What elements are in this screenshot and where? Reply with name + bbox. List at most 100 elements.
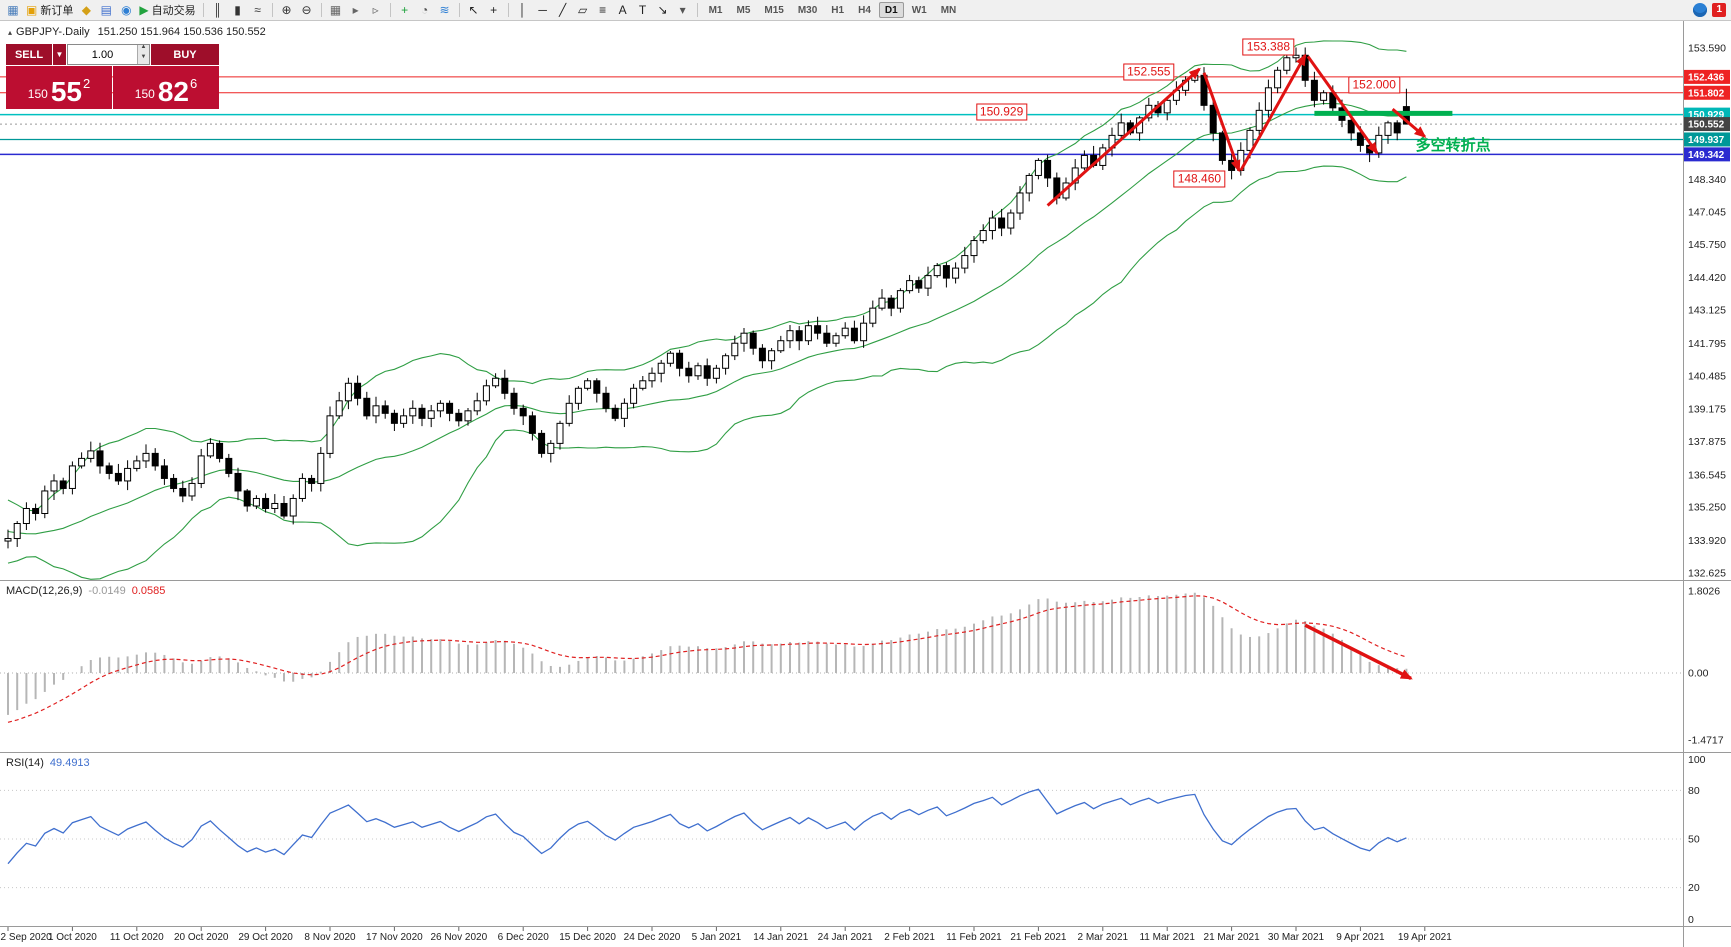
svg-text:152.436: 152.436 — [1688, 72, 1725, 83]
trendline-icon[interactable]: ╱ — [554, 2, 572, 19]
svg-text:20: 20 — [1688, 882, 1700, 894]
svg-text:9 Apr 2021: 9 Apr 2021 — [1336, 932, 1385, 943]
templates-icon[interactable]: ≋ — [436, 2, 454, 19]
arrows-tool-icon[interactable]: ↘ — [654, 2, 672, 19]
svg-text:22 Sep 2020: 22 Sep 2020 — [0, 932, 52, 943]
candlesticks-layer — [4, 47, 1410, 549]
price-callout[interactable]: 153.388 — [1242, 38, 1295, 56]
periods-icon[interactable]: ◔ — [416, 2, 434, 19]
volume-up-icon[interactable]: ▲ — [138, 44, 149, 55]
price-axis: 153.590 148.340 147.045 145.750 144.420 143.1… — [1684, 43, 1730, 579]
periods-icon: ◔ — [420, 3, 429, 17]
svg-text:21 Feb 2021: 21 Feb 2021 — [1010, 932, 1067, 943]
new-chart-icon[interactable]: ▦ — [4, 2, 22, 19]
trend-arrows[interactable] — [1046, 53, 1427, 207]
fibonacci-icon[interactable]: ≡ — [594, 2, 612, 19]
svg-text:132.625: 132.625 — [1688, 567, 1726, 579]
metaeditor-icon: ◆ — [81, 3, 91, 17]
crosshair-icon[interactable]: + — [485, 2, 503, 19]
symbol-name: GBPJPY-.Daily — [16, 26, 90, 38]
svg-text:2 Feb 2021: 2 Feb 2021 — [884, 932, 935, 943]
candlestick-chart-icon[interactable]: ▮ — [229, 2, 247, 19]
svg-text:80: 80 — [1688, 785, 1700, 797]
tile-windows-icon[interactable]: ▦ — [327, 2, 345, 19]
price-tag: 151.802 — [1684, 85, 1730, 100]
community-icon[interactable] — [1693, 3, 1708, 17]
label-icon[interactable]: T — [634, 2, 652, 19]
buy-button[interactable]: BUY — [151, 44, 219, 65]
macd-trend-arrow[interactable] — [1304, 623, 1413, 681]
sell-button[interactable]: SELL — [6, 44, 52, 65]
line-chart-icon[interactable]: ≈ — [249, 2, 267, 19]
one-click-collapse-icon[interactable]: ▴ — [8, 28, 13, 37]
timeframe-button-m1[interactable]: M1 — [708, 4, 723, 16]
svg-text:133.920: 133.920 — [1688, 535, 1726, 547]
arrows-tool-icon: ↘ — [657, 3, 668, 17]
svg-text:139.175: 139.175 — [1688, 403, 1726, 415]
indicators-icon[interactable]: + — [396, 2, 414, 19]
price-tag: 150.552 — [1684, 117, 1730, 132]
timeframe-button-mn[interactable]: MN — [940, 4, 957, 16]
volume-down-icon[interactable]: ▼ — [138, 54, 149, 64]
notification-badge[interactable]: 1 — [1712, 3, 1726, 17]
timeframe-button-h1[interactable]: H1 — [831, 4, 845, 16]
sell-caret-icon[interactable]: ▼ — [53, 44, 66, 65]
market-watch-icon[interactable]: ▤ — [97, 2, 115, 19]
new-order-button[interactable]: ▣ 新订单 — [24, 2, 75, 19]
price-callout[interactable]: 150.929 — [975, 103, 1028, 121]
rsi-label: RSI(14) 49.4913 — [6, 757, 90, 769]
vertical-line-icon[interactable]: │ — [514, 2, 532, 19]
chart-shift-icon: ▹ — [372, 3, 379, 17]
chart-shift-icon[interactable]: ▹ — [367, 2, 385, 19]
annotation-text[interactable]: 多空转折点 — [1415, 136, 1491, 154]
timeframe-button-m15[interactable]: M15 — [764, 4, 784, 16]
volume-input[interactable] — [68, 45, 137, 64]
timeframe-button-m30[interactable]: M30 — [797, 4, 818, 16]
svg-text:136.545: 136.545 — [1688, 469, 1726, 481]
timeframe-button-d1[interactable]: D1 — [878, 2, 904, 18]
svg-text:21 Mar 2021: 21 Mar 2021 — [1204, 932, 1261, 943]
price-tag: 152.436 — [1684, 69, 1730, 84]
price-callout[interactable]: 148.460 — [1173, 170, 1226, 188]
svg-text:14 Jan 2021: 14 Jan 2021 — [753, 932, 808, 943]
svg-text:1.8026: 1.8026 — [1688, 586, 1720, 598]
timeframe-button-m5[interactable]: M5 — [736, 4, 751, 16]
price-tag: 149.342 — [1684, 147, 1730, 162]
toolbar-right-group: 1 — [1693, 3, 1726, 17]
sell-price-button[interactable]: 150 55 2 — [6, 66, 112, 109]
text-icon[interactable]: A — [614, 2, 632, 19]
symbol-ohlc-line: ▴ GBPJPY-.Daily 151.250 151.964 150.536 15… — [8, 26, 266, 38]
svg-text:150.929: 150.929 — [1688, 110, 1725, 121]
arrows-caret-icon[interactable]: ▾ — [674, 2, 692, 19]
strategy-tester-icon[interactable]: ◉ — [117, 2, 135, 19]
macd-main-value: -0.0149 — [88, 585, 126, 597]
timeframe-button-h4[interactable]: H4 — [858, 4, 871, 16]
cursor-icon: ↖ — [468, 3, 479, 17]
svg-text:148.340: 148.340 — [1688, 174, 1726, 186]
svg-text:135.250: 135.250 — [1688, 502, 1726, 514]
cursor-icon[interactable]: ↖ — [465, 2, 483, 19]
auto-trading-button[interactable]: ▶ 自动交易 — [137, 2, 197, 19]
label-icon: T — [638, 3, 647, 17]
svg-text:147.045: 147.045 — [1688, 206, 1726, 218]
auto-scroll-icon[interactable]: ▸ — [347, 2, 365, 19]
volume-spinner: ▲ ▼ — [137, 44, 149, 64]
zoom-in-icon[interactable]: ⊕ — [278, 2, 296, 19]
svg-text:140.485: 140.485 — [1688, 371, 1726, 383]
buy-price-prefix: 150 — [134, 87, 155, 101]
price-callout[interactable]: 152.000 — [1348, 76, 1400, 94]
price-callout[interactable]: 152.555 — [1123, 63, 1175, 81]
channel-icon[interactable]: ▱ — [574, 2, 592, 19]
one-click-trading-panel: SELL ▼ ▲ ▼ BUY 150 55 2 150 82 6 — [6, 44, 219, 109]
macd-panel — [0, 592, 1683, 723]
timeframe-button-w1[interactable]: W1 — [911, 4, 927, 16]
horizontal-line-icon[interactable]: ─ — [534, 2, 552, 19]
vertical-line-icon: │ — [518, 3, 527, 17]
toolbar-separator — [389, 3, 391, 17]
buy-price-button[interactable]: 150 82 6 — [113, 66, 219, 109]
metaeditor-icon[interactable]: ◆ — [77, 2, 95, 19]
zoom-out-icon[interactable]: ⊖ — [298, 2, 316, 19]
bars-chart-icon[interactable]: ║ — [209, 2, 227, 19]
